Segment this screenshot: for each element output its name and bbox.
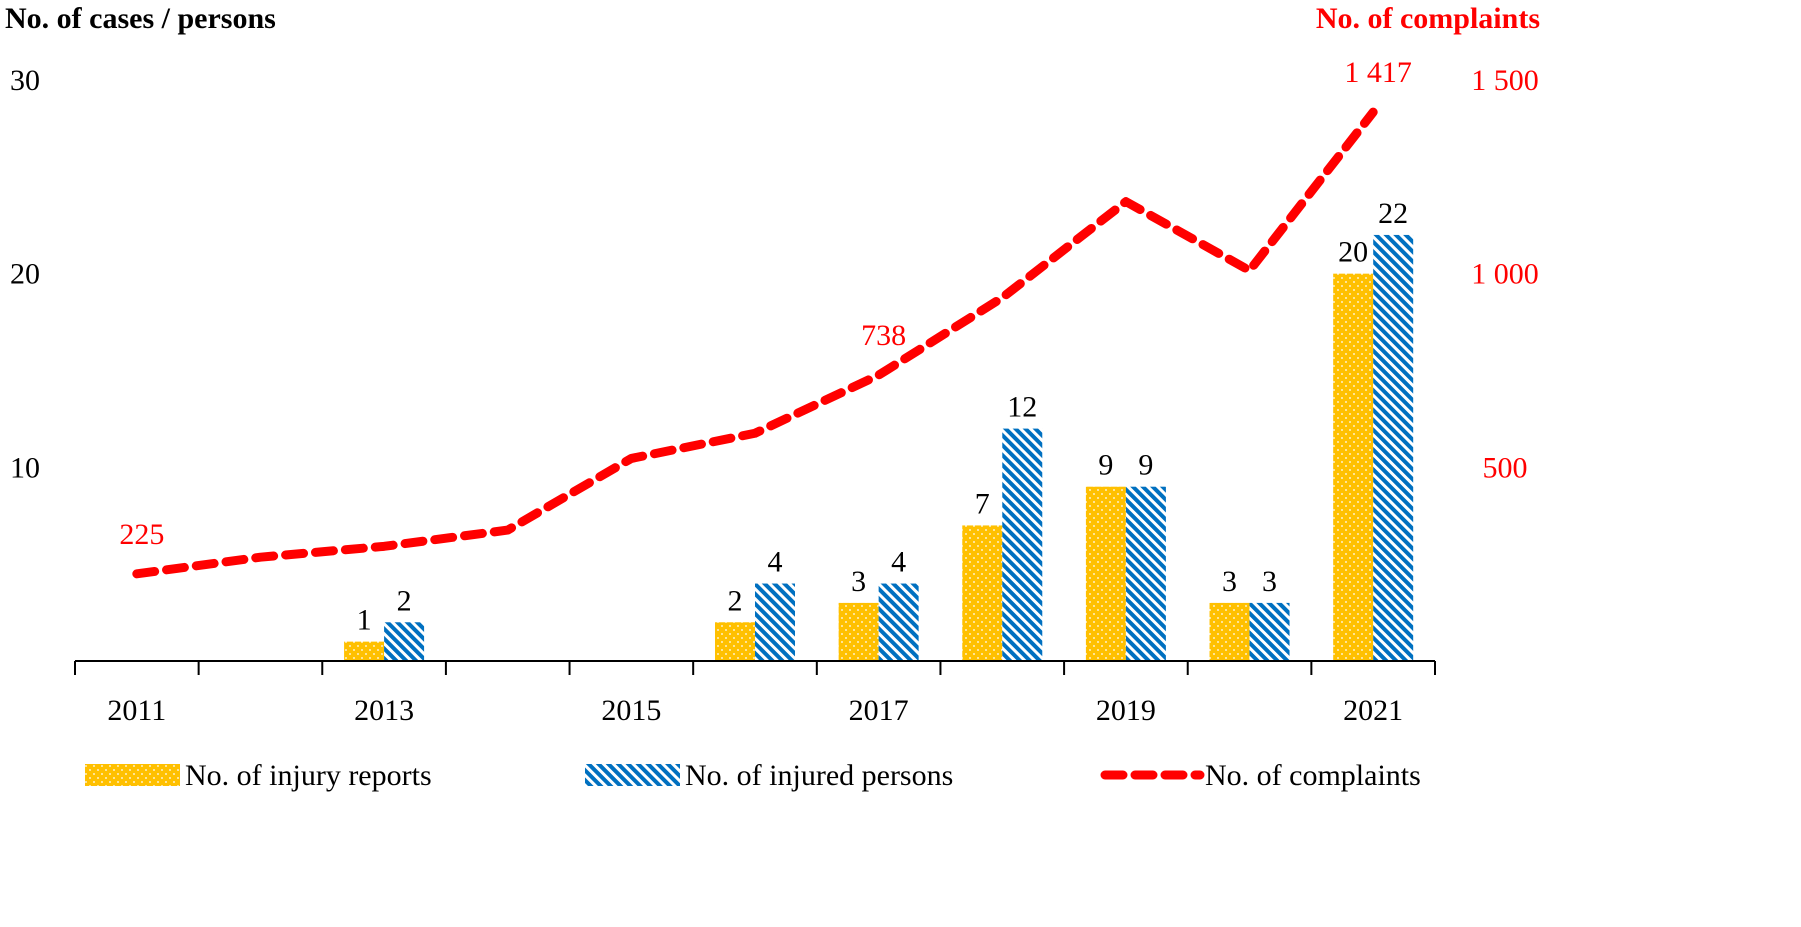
bar-data-label: 20: [1338, 236, 1368, 269]
bar-data-label: 2: [728, 584, 743, 617]
left-tick-label: 30: [10, 64, 40, 97]
x-tick-label: 2017: [849, 694, 909, 727]
bar-data-label: 7: [975, 487, 990, 520]
bar-injury-reports-2016: [715, 622, 755, 661]
complaints-data-label: 225: [119, 518, 164, 551]
x-tick-label: 2013: [354, 694, 414, 727]
bar-injured-persons-2017: [878, 583, 919, 661]
complaints-data-label: 738: [861, 319, 906, 352]
legend-label: No. of injured persons: [685, 759, 953, 792]
bar-injury-reports-2021: [1333, 273, 1374, 661]
bar-injury-reports-2019: [1085, 486, 1126, 661]
bar-data-label: 4: [891, 546, 906, 579]
bar-data-label: 9: [1098, 449, 1113, 482]
bar-data-label: 2: [397, 584, 412, 617]
bar-injury-reports-2013: [344, 641, 385, 661]
bar-data-label: 3: [1222, 565, 1237, 598]
bar-data-label: 4: [768, 546, 783, 579]
legend-swatch: [85, 764, 180, 786]
bar-data-label: 3: [851, 565, 866, 598]
bar-injured-persons-2013: [384, 622, 425, 661]
bar-injury-reports-2017: [838, 602, 879, 661]
x-tick-label: 2011: [107, 694, 166, 727]
left-tick-label: 10: [10, 451, 40, 484]
complaints-data-label: 1 417: [1344, 56, 1412, 89]
bar-injured-persons-2019: [1125, 486, 1166, 661]
x-tick-label: 2021: [1343, 694, 1403, 727]
bar-injured-persons-2021: [1373, 234, 1414, 661]
bar-data-label: 12: [1007, 391, 1037, 424]
left-axis-title: No. of cases / persons: [5, 2, 276, 35]
bar-injury-reports-2018: [962, 525, 1003, 661]
legend-label: No. of injury reports: [185, 759, 432, 792]
legend-swatch: [585, 764, 680, 786]
right-tick-label: 500: [1483, 451, 1528, 484]
right-axis-title: No. of complaints: [1316, 2, 1540, 35]
x-tick-label: 2019: [1096, 694, 1156, 727]
right-tick-label: 1 500: [1471, 64, 1539, 97]
x-tick-label: 2015: [601, 694, 661, 727]
bar-injured-persons-2020: [1249, 602, 1290, 661]
left-tick-label: 20: [10, 258, 40, 291]
bar-injured-persons-2016: [755, 583, 795, 661]
right-tick-label: 1 000: [1471, 258, 1539, 291]
bar-data-label: 9: [1138, 449, 1153, 482]
complaints-line: [132, 107, 1378, 579]
bar-injury-reports-2020: [1209, 602, 1250, 661]
bar-data-label: 1: [357, 604, 372, 637]
legend-label: No. of complaints: [1205, 759, 1421, 792]
bar-data-label: 22: [1378, 197, 1408, 230]
bar-injured-persons-2018: [1002, 428, 1043, 661]
bar-data-label: 3: [1262, 565, 1277, 598]
